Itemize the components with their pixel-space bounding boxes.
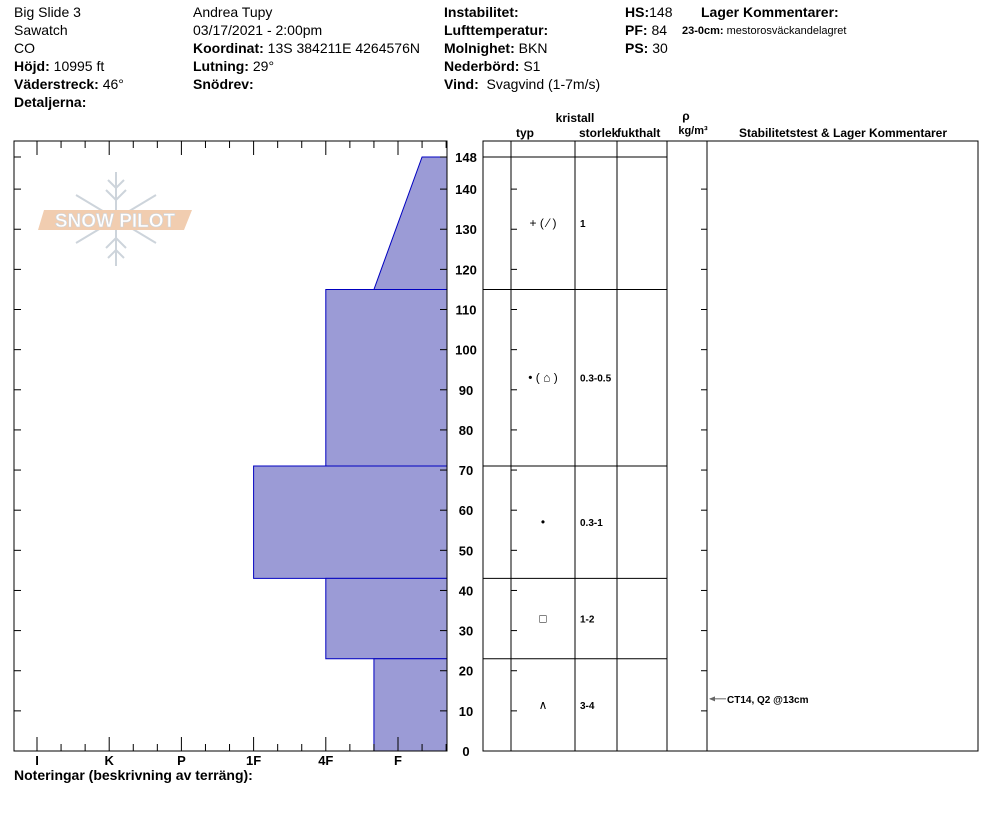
location-name: Big Slide 3 [14,4,81,20]
elevation-value: 10995 ft [53,58,105,74]
depth-label: 40 [459,583,473,598]
header-stability: Stabilitetstest & Lager Kommentarer [739,126,947,140]
depth-label: 60 [459,503,473,518]
hardness-layer [325,577,448,660]
header-rho: ρ [682,109,689,123]
arrow-head-icon [709,696,715,702]
hs-value: 148 [649,4,673,20]
depth-label: 20 [459,664,473,679]
depth-label: 90 [459,383,473,398]
depth-label: 50 [459,543,473,558]
depth-label: 80 [459,423,473,438]
coord-value: 13S 384211E 4264576N [267,40,420,56]
depth-label: 30 [459,624,473,639]
precip-label: Nederbörd: [444,58,520,74]
depth-label: 120 [455,262,477,277]
depth-label: 70 [459,463,473,478]
ps-value: 30 [652,40,668,56]
state-name: CO [14,40,35,56]
depth-label: 148 [455,150,477,165]
ps-label: PS: [625,40,649,56]
location-block: Big Slide 3 Sawatch CO Höjd: 10995 ft Vä… [14,3,124,111]
depth-block: HS:148 PF: 84 PS: 30 [625,3,672,57]
header-moisture: fukthalt [617,126,660,140]
hs-label: HS: [625,4,650,20]
grain-size: 1-2 [580,615,595,626]
hardness-layer [373,658,448,752]
comments-block: Lager Kommentarer: [701,3,839,21]
elevation-label: Höjd: [14,58,50,74]
hardness-chart-frame [13,140,448,752]
grain-type-symbol: • [541,515,545,529]
airtemp-label: Lufttemperatur: [444,22,549,38]
notes-label: Noteringar (beskrivning av terräng): [14,767,253,783]
aspect-label: Väderstreck: [14,76,99,92]
depth-label: 140 [455,182,477,197]
layer-table-frame [482,140,979,752]
layer-comment-text: mestorosväckandelagret [726,25,847,37]
depth-label: 100 [455,343,477,358]
grain-size: 0.3-0.5 [580,374,612,385]
grain-type-symbol: + ( ⁄ ) [529,216,556,230]
details-label: Detaljerna: [14,94,87,110]
hardness-layer [253,465,448,579]
grain-type-symbol: □ [539,612,546,626]
grain-type-symbol: • ( ⌂ ) [528,371,557,385]
grain-size: 3-4 [580,701,595,712]
pf-label: PF: [625,22,648,38]
logo-text: SNOW PILOT [55,211,176,232]
depth-label: 0 [462,744,469,759]
sky-label: Molnighet: [444,40,515,56]
coord-label: Koordinat: [193,40,264,56]
hardness-label-1F: 1F [246,753,261,768]
layer-comment-range: 23-0cm: [682,25,724,37]
observer-name: Andrea Tupy [193,4,273,20]
hardness-label-4F: 4F [318,753,333,768]
header-size: storlek [579,126,619,140]
aspect-value: 46° [102,76,124,92]
precip-value: S1 [523,58,541,74]
wind-label: Vind: [444,76,479,92]
hardness-label-P: P [177,753,186,768]
observer-block: Andrea Tupy 03/17/2021 - 2:00pm Koordina… [193,3,420,93]
weather-block: Instabilitet: Lufttemperatur: Molnighet:… [444,3,600,93]
grain-size: 1 [580,219,586,230]
grain-type-symbol: ∧ [539,698,548,712]
hardness-label-K: K [105,753,115,768]
depth-label: 10 [459,704,473,719]
stability-test-result: CT14, Q2 @13cm [727,695,809,706]
wind-value: Svagvind (1-7m/s) [486,76,601,92]
hardness-label-F: F [394,753,402,768]
grain-size: 0.3-1 [580,518,603,529]
snowpilot-logo: SNOW PILOT [38,172,192,266]
hardness-layer [325,288,448,467]
pf-value: 84 [651,22,668,38]
layer-comment: 23-0cm: mestorosväckandelagret [682,22,846,40]
sky-value: BKN [518,40,548,56]
drift-label: Snödrev: [193,76,254,92]
slope-value: 29° [252,58,275,74]
range-name: Sawatch [14,22,68,38]
instability-label: Instabilitet: [444,4,519,20]
observation-datetime: 03/17/2021 - 2:00pm [193,22,323,38]
hardness-label-I: I [35,753,39,768]
hardness-layer [373,156,448,290]
depth-label: 110 [456,303,477,318]
header-crystal: kristall [556,111,595,125]
slope-label: Lutning: [193,58,249,74]
header-density-unit: kg/m³ [678,125,708,137]
depth-label: 130 [455,222,477,237]
header-type: typ [516,126,534,140]
comments-title: Lager Kommentarer: [701,4,839,20]
